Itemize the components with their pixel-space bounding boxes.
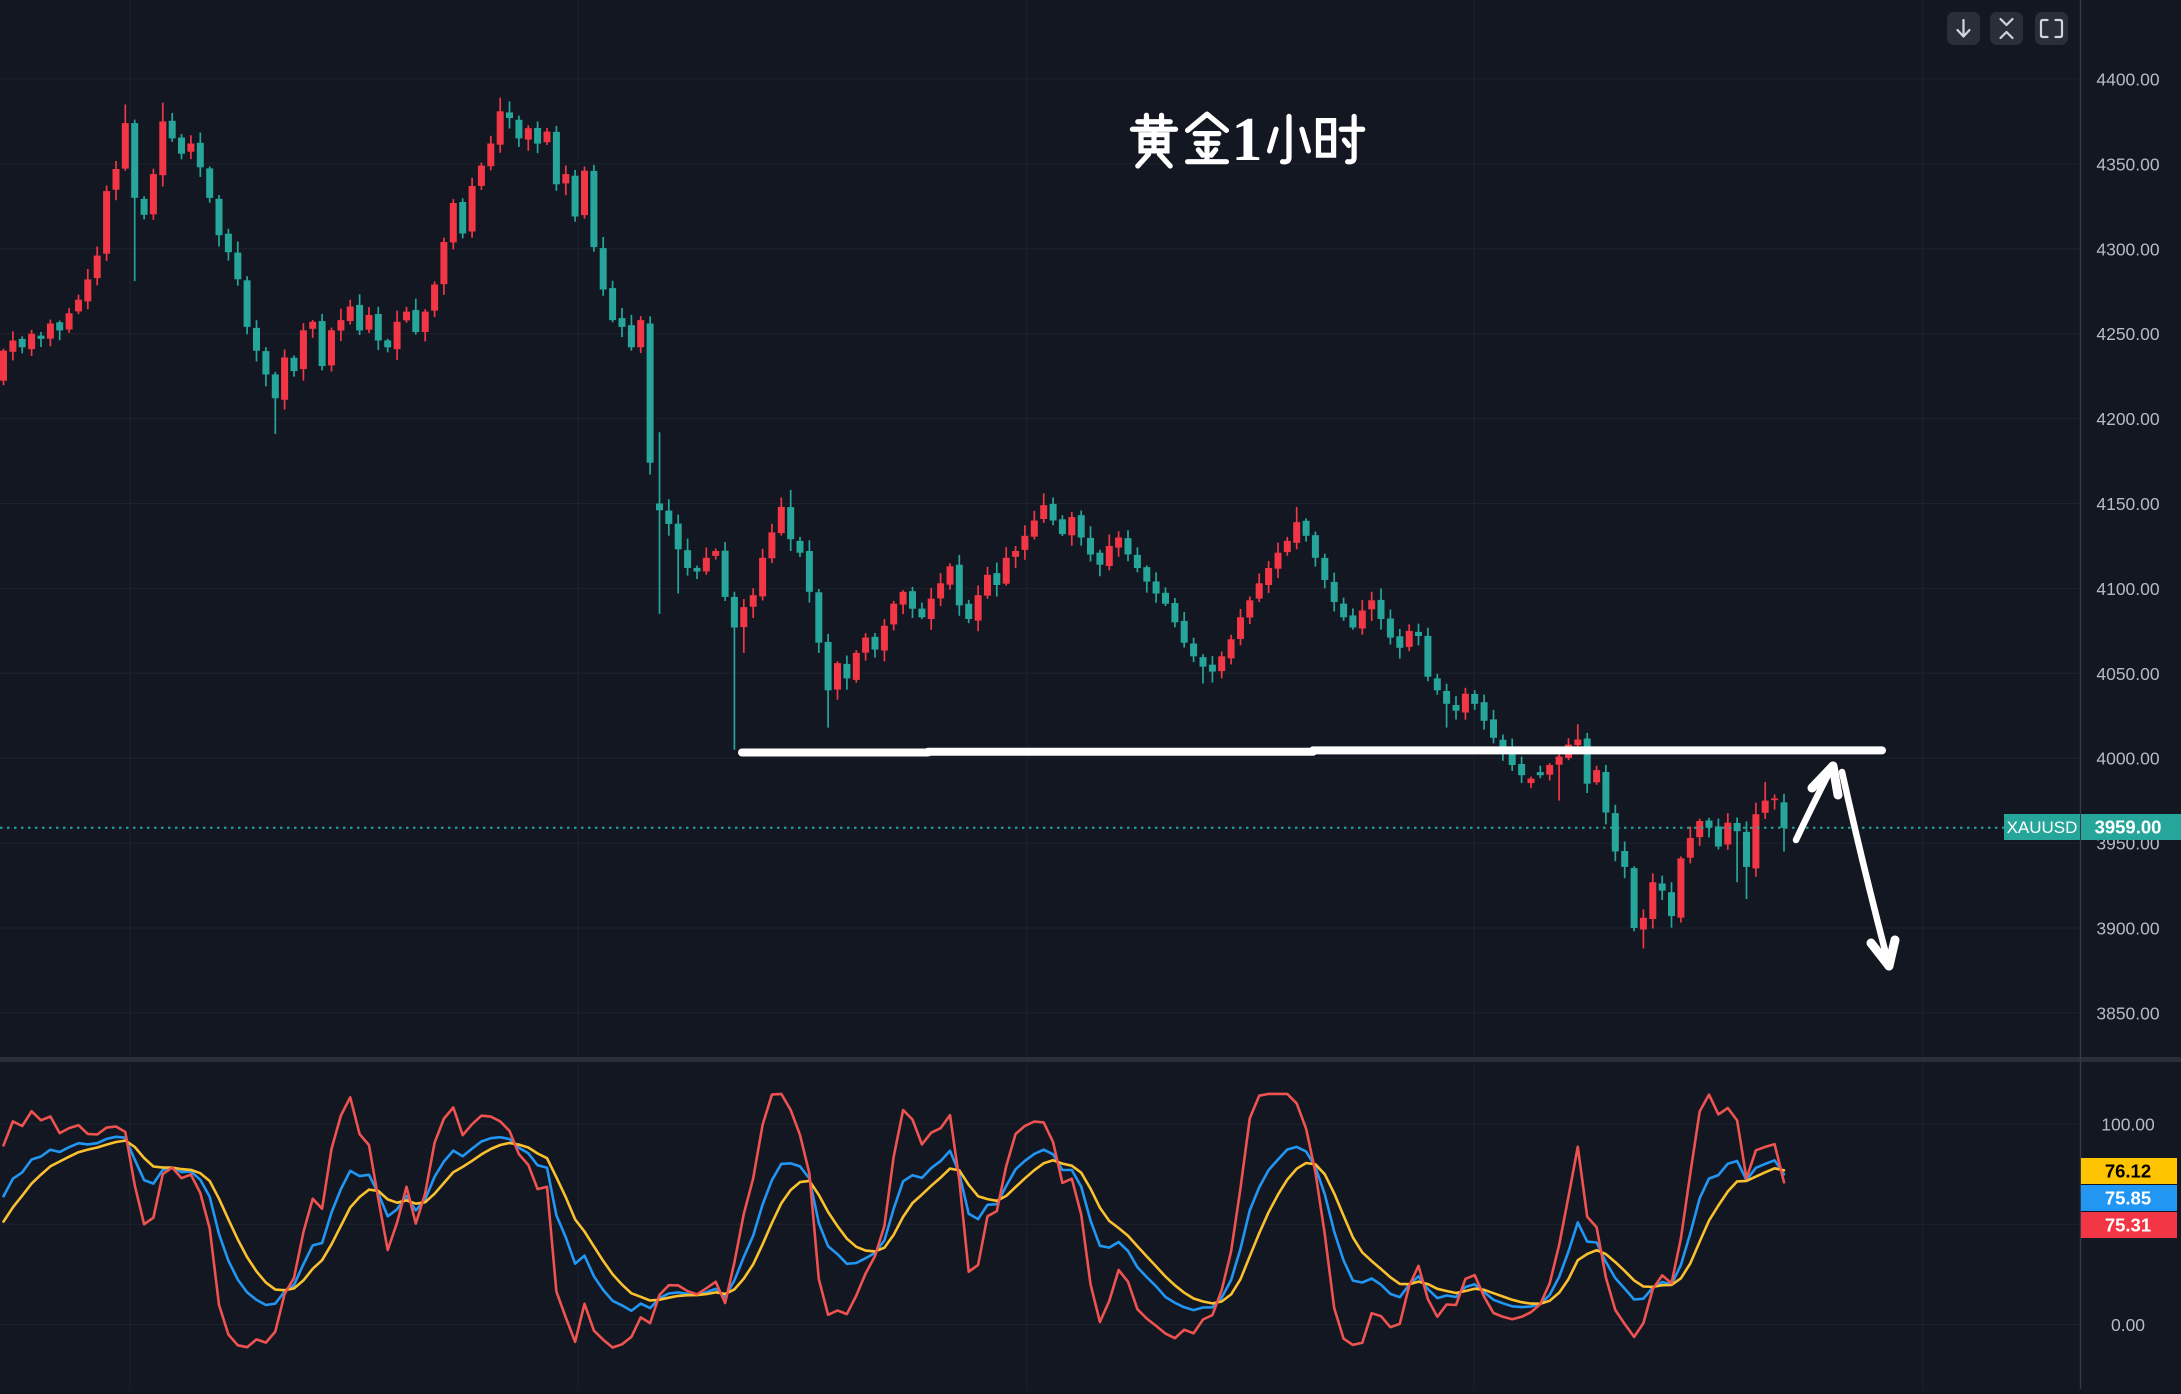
svg-text:4400.00: 4400.00 (2096, 70, 2160, 90)
svg-text:4250.00: 4250.00 (2096, 324, 2160, 344)
svg-text:75.31: 75.31 (2105, 1215, 2151, 1236)
svg-text:75.85: 75.85 (2105, 1188, 2151, 1209)
svg-text:3900.00: 3900.00 (2096, 919, 2160, 939)
svg-text:1: 1 (1232, 106, 1263, 174)
svg-text:0.00: 0.00 (2111, 1315, 2145, 1335)
svg-text:4100.00: 4100.00 (2096, 579, 2160, 599)
svg-text:4200.00: 4200.00 (2096, 409, 2160, 429)
svg-text:XAUUSD: XAUUSD (2007, 818, 2078, 837)
svg-text:3850.00: 3850.00 (2096, 1003, 2160, 1023)
svg-text:4000.00: 4000.00 (2096, 749, 2160, 769)
svg-text:100.00: 100.00 (2101, 1115, 2155, 1135)
svg-text:4300.00: 4300.00 (2096, 239, 2160, 259)
svg-text:4150.00: 4150.00 (2096, 494, 2160, 514)
svg-text:4050.00: 4050.00 (2096, 664, 2160, 684)
svg-text:76.12: 76.12 (2105, 1161, 2151, 1182)
svg-text:3959.00: 3959.00 (2095, 817, 2162, 838)
svg-text:4350.00: 4350.00 (2096, 154, 2160, 174)
